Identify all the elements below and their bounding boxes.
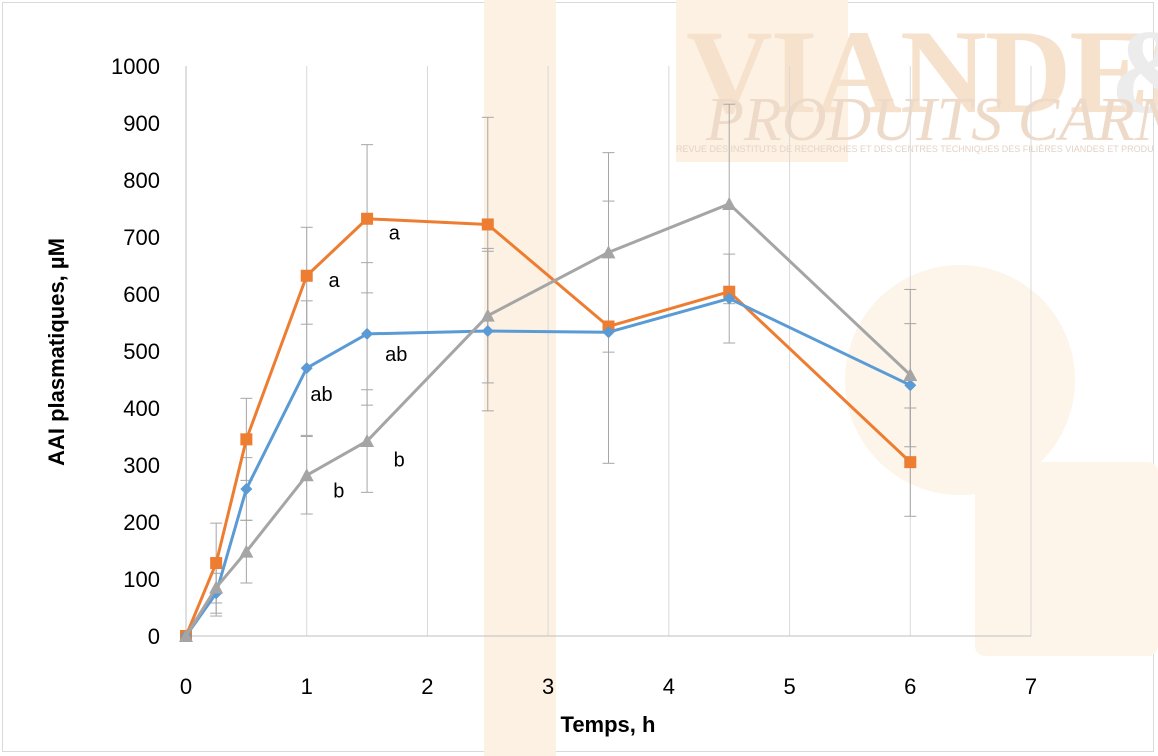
- y-tick-label: 1000: [111, 54, 160, 79]
- watermark-band: [484, 0, 556, 756]
- significance-label: ab: [310, 384, 332, 406]
- x-tick-label: 7: [1025, 674, 1037, 699]
- data-point: [723, 292, 736, 305]
- x-tick-label: 2: [421, 674, 433, 699]
- data-point: [601, 245, 616, 259]
- y-tick-label: 500: [123, 339, 160, 364]
- data-point: [481, 325, 494, 338]
- data-point: [723, 285, 736, 298]
- y-tick-label: 100: [123, 567, 160, 592]
- y-tick-label: 900: [123, 111, 160, 136]
- watermark-square: [975, 462, 1158, 656]
- data-point: [360, 434, 375, 448]
- data-point: [481, 218, 494, 231]
- watermark: VIANDES & PRODUITS CARNÉ REVUE DES INSTI…: [484, 0, 1158, 756]
- data-point: [240, 433, 253, 446]
- x-tick-labels: 0 1 2 3 4 5 6 7: [180, 674, 1037, 699]
- data-point: [209, 580, 224, 594]
- y-tick-label: 0: [148, 624, 160, 649]
- error-bars: [210, 103, 917, 617]
- significance-label: b: [333, 481, 344, 503]
- x-axis-title: Temps, h: [561, 712, 656, 737]
- y-tick-label: 600: [123, 282, 160, 307]
- series-layer: [179, 196, 918, 642]
- significance-label: ab: [385, 344, 407, 366]
- x-tick-label: 5: [783, 674, 795, 699]
- data-point: [480, 308, 495, 322]
- watermark-ampersand: &: [1110, 5, 1158, 138]
- x-tick-label: 3: [542, 674, 554, 699]
- watermark-tagline: REVUE DES INSTITUTS DE RECHERCHES ET DES…: [676, 144, 1154, 154]
- data-point: [904, 456, 917, 469]
- y-tick-label: 700: [123, 225, 160, 250]
- y-tick-label: 300: [123, 453, 160, 478]
- watermark-circle: [845, 265, 1075, 495]
- significance-label: b: [394, 449, 405, 471]
- axes: [185, 66, 1031, 637]
- significance-label: a: [328, 270, 340, 292]
- y-tick-label: 400: [123, 396, 160, 421]
- data-point: [300, 362, 313, 375]
- watermark-subtitle: PRODUITS CARNÉ: [705, 86, 1158, 154]
- data-point: [210, 557, 223, 570]
- y-axis-title: AAI plasmatiques, µM: [44, 238, 69, 466]
- watermark-title: VIANDES: [686, 5, 1158, 138]
- data-point: [299, 468, 314, 482]
- grid: [306, 66, 1032, 636]
- data-point: [240, 482, 253, 495]
- data-point: [361, 327, 374, 340]
- watermark-block: [676, 0, 848, 162]
- x-tick-label: 1: [301, 674, 313, 699]
- x-tick-label: 6: [904, 674, 916, 699]
- y-tick-labels: 0 100 200 300 400 500 600 700 800 900 1000: [111, 54, 160, 649]
- data-point: [903, 367, 918, 381]
- data-point: [722, 196, 737, 210]
- data-point: [361, 212, 374, 225]
- y-tick-label: 200: [123, 510, 160, 535]
- y-tick-label: 800: [123, 168, 160, 193]
- x-tick-label: 0: [180, 674, 192, 699]
- significance-label: a: [389, 222, 401, 244]
- data-point: [904, 379, 917, 392]
- data-point: [602, 326, 615, 339]
- annotations: a a ab ab b b: [310, 222, 407, 502]
- data-point: [239, 544, 254, 558]
- data-point: [179, 629, 193, 642]
- x-tick-label: 4: [663, 674, 675, 699]
- data-point: [300, 269, 313, 282]
